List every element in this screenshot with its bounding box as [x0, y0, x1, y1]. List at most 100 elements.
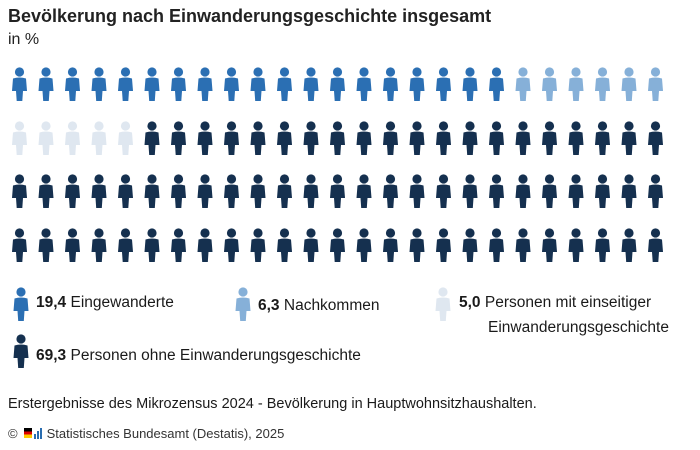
person-icon — [515, 67, 531, 101]
person-icon — [171, 174, 186, 208]
person-icon — [197, 67, 213, 101]
person-icon — [250, 174, 266, 208]
footnote: Erstergebnisse des Mikrozensus 2024 - Be… — [8, 396, 537, 412]
person-icon — [330, 67, 345, 101]
legend-value-eingewanderte: 19,4 — [36, 294, 67, 311]
legend-item-ohne: 69,3 Personen ohne Einwanderungsgeschich… — [36, 347, 361, 365]
legend-icon-ohne — [13, 334, 29, 368]
person-icon — [595, 174, 610, 208]
legend-label-einseitig: Personen mit einseitiger — [484, 294, 652, 311]
person-icon — [277, 121, 292, 155]
person-icon — [462, 121, 478, 155]
chart-title: Bevölkerung nach Einwanderungsgeschichte… — [8, 6, 492, 26]
person-icon — [144, 121, 160, 155]
person-icon — [144, 228, 160, 262]
pictogram-grid — [12, 67, 663, 262]
person-icon — [12, 174, 27, 208]
person-icon — [171, 228, 186, 262]
person-icon — [356, 67, 372, 101]
person-icon — [489, 174, 504, 208]
person-icon — [171, 121, 186, 155]
person-icon — [436, 228, 451, 262]
person-icon — [436, 67, 451, 101]
person-icon — [462, 67, 478, 101]
person-icon — [621, 121, 637, 155]
source-text: Statistisches Bundesamt (Destatis), 2025 — [46, 426, 285, 441]
legend-icon-nachkommen — [235, 287, 251, 321]
person-icon — [38, 121, 54, 155]
person-icon — [118, 228, 133, 262]
person-icon — [250, 67, 266, 101]
person-icon — [383, 174, 398, 208]
person-icon — [356, 174, 372, 208]
person-icon — [568, 228, 584, 262]
legend-label-ohne: Personen ohne Einwanderungsgeschichte — [70, 347, 361, 364]
person-icon — [595, 228, 610, 262]
person-icon — [648, 174, 663, 208]
person-icon — [118, 121, 133, 155]
person-icon — [595, 67, 610, 101]
person-icon — [621, 228, 637, 262]
person-icon — [489, 121, 504, 155]
person-icon — [224, 121, 239, 155]
person-icon — [197, 228, 213, 262]
person-icon — [436, 121, 451, 155]
person-icon — [648, 121, 663, 155]
person-icon — [38, 67, 54, 101]
person-icon — [409, 67, 425, 101]
person-icon — [303, 121, 319, 155]
person-icon — [515, 174, 531, 208]
person-icon — [91, 174, 107, 208]
person-icon — [515, 228, 531, 262]
legend-icon-eingewanderte — [13, 287, 29, 321]
person-icon — [118, 174, 133, 208]
person-icon — [224, 67, 239, 101]
person-icon — [542, 228, 557, 262]
person-icon — [621, 67, 637, 101]
legend-value-einseitig: 5,0 — [459, 294, 481, 311]
person-icon — [383, 67, 398, 101]
person-icon — [250, 228, 266, 262]
person-icon — [224, 228, 239, 262]
person-icon — [12, 121, 27, 155]
person-icon — [648, 228, 663, 262]
destatis-logo-icon — [22, 428, 47, 439]
legend-label-nachkommen: Nachkommen — [283, 297, 380, 314]
person-icon — [542, 174, 557, 208]
person-icon — [568, 121, 584, 155]
person-icon — [462, 228, 478, 262]
copyright-symbol: © — [8, 426, 18, 441]
person-icon — [91, 67, 107, 101]
person-icon — [542, 121, 557, 155]
legend-value-nachkommen: 6,3 — [258, 297, 280, 314]
source-line: © Statistisches Bundesamt (Destatis), 20… — [8, 426, 284, 441]
person-icon — [330, 174, 345, 208]
legend-item-eingewanderte: 19,4 Eingewanderte — [36, 294, 174, 312]
person-icon — [91, 121, 107, 155]
person-icon — [118, 67, 133, 101]
person-icon — [250, 121, 266, 155]
person-icon — [197, 174, 213, 208]
person-icon — [330, 121, 345, 155]
legend-value-ohne: 69,3 — [36, 347, 67, 364]
person-icon — [38, 228, 54, 262]
person-icon — [91, 228, 107, 262]
person-icon — [515, 121, 531, 155]
person-icon — [383, 228, 398, 262]
person-icon — [436, 174, 451, 208]
person-icon — [144, 67, 160, 101]
person-icon — [383, 121, 398, 155]
person-icon — [38, 174, 54, 208]
person-icon — [330, 228, 345, 262]
person-icon — [224, 174, 239, 208]
person-icon — [65, 67, 80, 101]
person-icon — [12, 67, 27, 101]
person-icon — [409, 121, 425, 155]
person-icon — [568, 174, 584, 208]
person-icon — [277, 174, 292, 208]
person-icon — [542, 67, 557, 101]
person-icon — [303, 67, 319, 101]
person-icon — [568, 67, 584, 101]
person-icon — [648, 67, 663, 101]
person-icon — [65, 174, 80, 208]
